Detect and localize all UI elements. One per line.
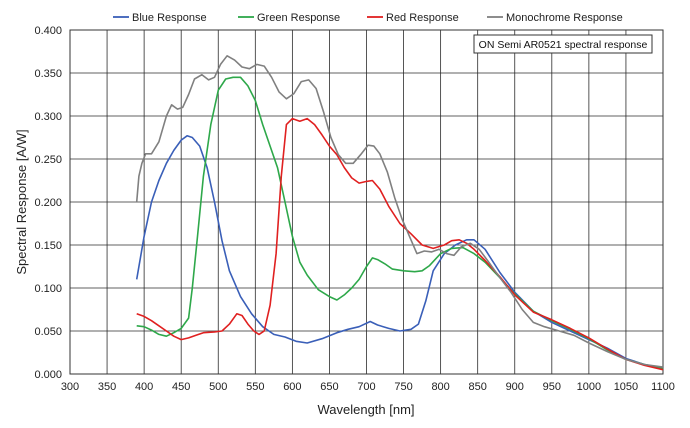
annotation-box: ON Semi AR0521 spectral response: [473, 34, 653, 54]
legend-label: Green Response: [257, 12, 340, 24]
y-tick-label: 0.350: [34, 68, 62, 80]
series-layer: [135, 55, 664, 371]
legend-item-monochrome-response: Monochrome Response: [487, 12, 623, 24]
y-tick-label: 0.400: [34, 25, 62, 37]
x-tick-label: 450: [172, 381, 190, 393]
x-tick-label: 550: [246, 381, 264, 393]
plot-area-frame: [69, 29, 664, 375]
legend-item-red-response: Red Response: [367, 12, 459, 24]
y-tick-label: 0.150: [34, 240, 62, 252]
x-tick-label: 1050: [614, 381, 638, 393]
x-tick-label: 600: [283, 381, 301, 393]
x-tick-label: 1100: [651, 381, 675, 393]
legend-label: Red Response: [386, 12, 459, 24]
x-tick-label: 650: [320, 381, 338, 393]
legend: Blue Response Green Response Red Response M…: [113, 12, 623, 24]
x-axis-title: Wavelength [nm]: [317, 402, 414, 417]
x-tick-label: 800: [431, 381, 449, 393]
y-axis-ticks: 0.000 0.050 0.100 0.150 0.200 0.250 0.300 0.350…: [34, 25, 62, 381]
y-tick-label: 0.100: [34, 283, 62, 295]
x-tick-label: 300: [61, 381, 79, 393]
y-axis-title: Spectral Response [A/W]: [14, 129, 29, 274]
y-tick-label: 0.200: [34, 197, 62, 209]
y-tick-label: 0.050: [34, 326, 62, 338]
series-line-blue-response: [135, 135, 664, 369]
x-tick-label: 700: [357, 381, 375, 393]
x-tick-label: 950: [543, 381, 561, 393]
x-tick-label: 900: [506, 381, 524, 393]
x-axis-ticks: 300 350 400 450 500 550 600 650 700 750 800 850 900 9…: [61, 381, 675, 393]
y-tick-label: 0.250: [34, 154, 62, 166]
x-tick-label: 400: [135, 381, 153, 393]
y-tick-label: 0.300: [34, 111, 62, 123]
x-tick-label: 750: [394, 381, 412, 393]
annotation-text: ON Semi AR0521 spectral response: [479, 39, 648, 51]
legend-label: Blue Response: [132, 12, 207, 24]
annotation-frame: [473, 34, 653, 54]
legend-label: Monochrome Response: [506, 12, 623, 24]
legend-item-green-response: Green Response: [238, 12, 340, 24]
x-tick-label: 350: [98, 381, 116, 393]
x-tick-label: 850: [469, 381, 487, 393]
series-line-monochrome-response: [135, 55, 664, 368]
y-tick-label: 0.000: [34, 369, 62, 381]
x-tick-label: 500: [209, 381, 227, 393]
x-tick-label: 1000: [577, 381, 601, 393]
legend-item-blue-response: Blue Response: [113, 12, 207, 24]
